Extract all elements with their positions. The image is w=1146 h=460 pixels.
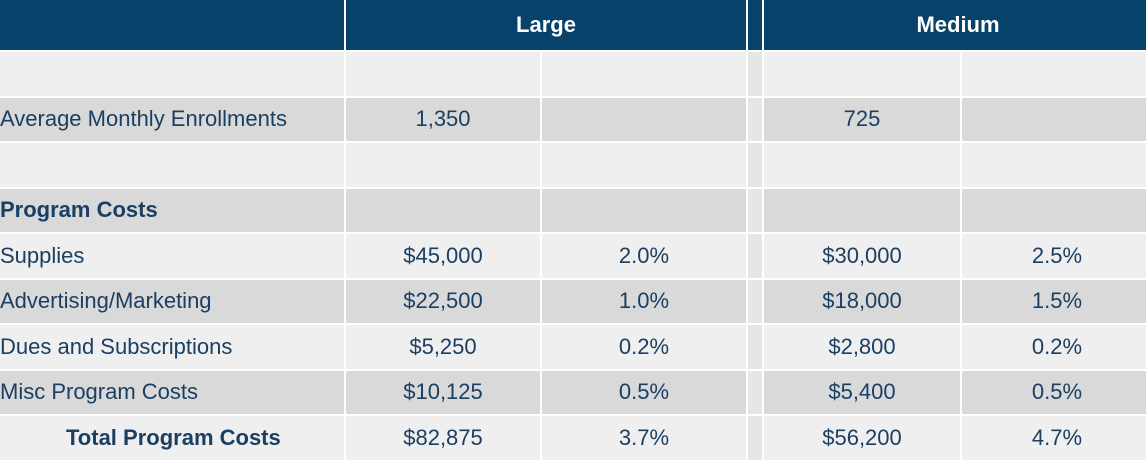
cell-large-value: $82,875: [346, 414, 540, 460]
column-separator: [748, 232, 762, 278]
row-label: Supplies: [0, 232, 344, 278]
row-label: Dues and Subscriptions: [0, 323, 344, 369]
cell-large-pct: 1.0%: [542, 277, 746, 323]
column-separator: [748, 95, 762, 141]
cell-large-value: $45,000: [346, 232, 540, 278]
header-separator: [748, 0, 762, 50]
cell-large-pct: [542, 186, 746, 232]
total-row-label: Total Program Costs: [0, 414, 344, 460]
column-separator: [748, 368, 762, 414]
cell-medium-pct: [962, 50, 1146, 96]
cell-medium-pct: [962, 95, 1146, 141]
cell-medium-pct: 0.2%: [962, 323, 1146, 369]
cell-medium-value: $2,800: [764, 323, 960, 369]
cell-large-value: $10,125: [346, 368, 540, 414]
column-separator: [748, 186, 762, 232]
cell-medium-pct: 1.5%: [962, 277, 1146, 323]
header-medium: Medium: [764, 0, 1146, 50]
cell-medium-pct: 0.5%: [962, 368, 1146, 414]
column-separator: [748, 50, 762, 96]
row-label: [0, 141, 344, 187]
cell-large-pct: 0.5%: [542, 368, 746, 414]
cell-large-pct: 0.2%: [542, 323, 746, 369]
cell-large-pct: [542, 50, 746, 96]
section-heading: Program Costs: [0, 186, 344, 232]
cell-medium-pct: 2.5%: [962, 232, 1146, 278]
cell-large-value: [346, 186, 540, 232]
header-blank-cell: [0, 0, 344, 50]
cell-medium-pct: [962, 186, 1146, 232]
cell-large-value: [346, 141, 540, 187]
cell-large-pct: 3.7%: [542, 414, 746, 460]
cell-medium-value: $56,200: [764, 414, 960, 460]
column-separator: [748, 414, 762, 460]
cell-medium-value: 725: [764, 95, 960, 141]
cell-medium-value: [764, 186, 960, 232]
column-separator: [748, 141, 762, 187]
cell-medium-pct: [962, 141, 1146, 187]
header-large: Large: [346, 0, 746, 50]
row-label: Average Monthly Enrollments: [0, 95, 344, 141]
cell-large-value: 1,350: [346, 95, 540, 141]
row-label: Misc Program Costs: [0, 368, 344, 414]
row-label: [0, 50, 344, 96]
column-separator: [748, 323, 762, 369]
row-label: Advertising/Marketing: [0, 277, 344, 323]
column-separator: [748, 277, 762, 323]
cell-medium-value: [764, 50, 960, 96]
cell-medium-value: $18,000: [764, 277, 960, 323]
cell-large-value: $5,250: [346, 323, 540, 369]
cell-large-value: [346, 50, 540, 96]
cell-medium-value: [764, 141, 960, 187]
cell-large-value: $22,500: [346, 277, 540, 323]
cell-medium-value: $5,400: [764, 368, 960, 414]
cell-medium-pct: 4.7%: [962, 414, 1146, 460]
cell-large-pct: [542, 141, 746, 187]
cell-medium-value: $30,000: [764, 232, 960, 278]
cell-large-pct: 2.0%: [542, 232, 746, 278]
cell-large-pct: [542, 95, 746, 141]
